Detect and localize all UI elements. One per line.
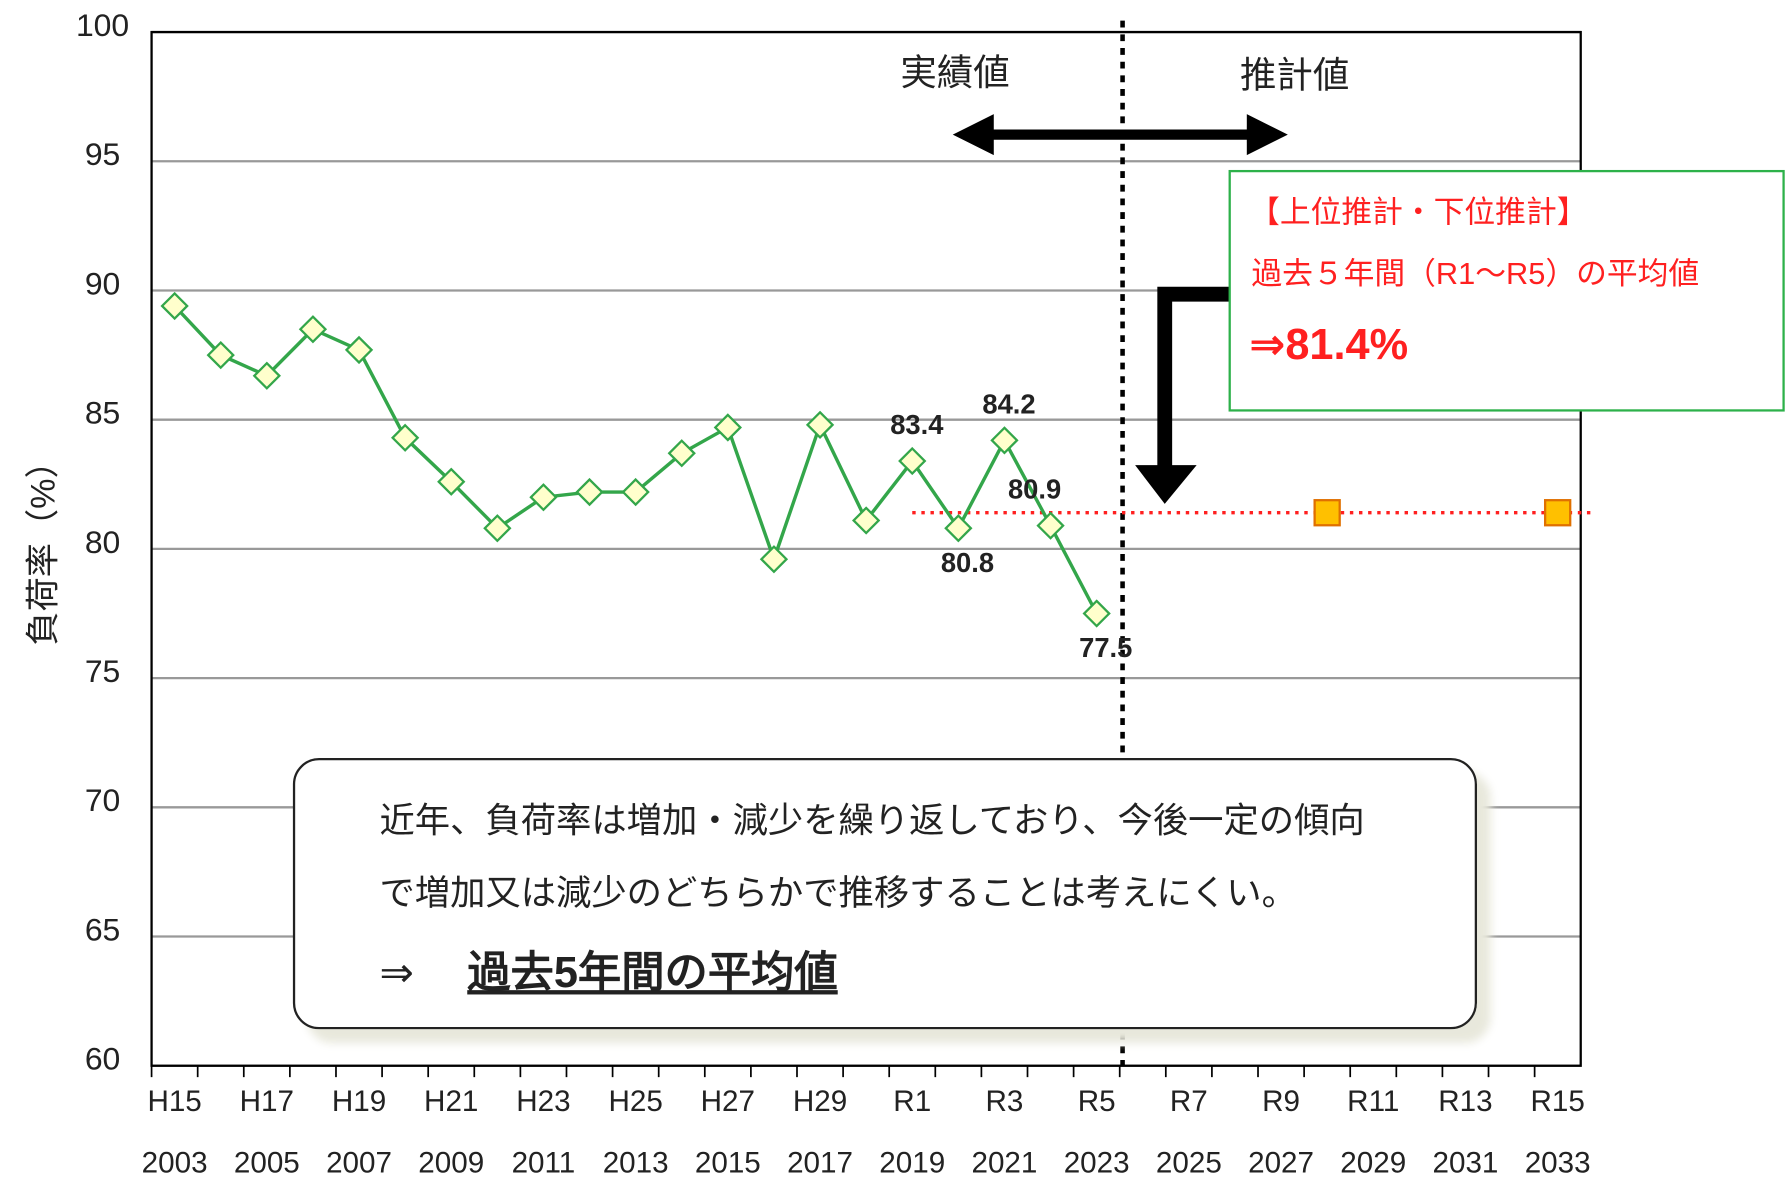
marker bbox=[667, 439, 696, 468]
marker bbox=[805, 410, 835, 440]
x-tick-label: H29 bbox=[793, 1085, 847, 1118]
x-tick-label: H17 bbox=[240, 1085, 294, 1118]
x-year-label: 2015 bbox=[695, 1147, 761, 1180]
x-tick-label: R11 bbox=[1347, 1085, 1399, 1118]
x-tick-label: R3 bbox=[986, 1085, 1024, 1118]
x-year-label: 2027 bbox=[1248, 1147, 1314, 1180]
x-tick-label: H19 bbox=[332, 1085, 386, 1118]
x-year-label: 2019 bbox=[879, 1147, 945, 1180]
data-label: 83.4 bbox=[890, 409, 944, 440]
marker bbox=[206, 340, 235, 370]
x-tick-label: R13 bbox=[1438, 1085, 1492, 1118]
x-year-label: 2013 bbox=[603, 1147, 669, 1180]
x-year-label: 2023 bbox=[1064, 1147, 1130, 1180]
x-tick-label: H15 bbox=[147, 1085, 201, 1118]
marker bbox=[851, 506, 881, 535]
y-tick-label: 65 bbox=[85, 911, 121, 947]
x-tick-label: H21 bbox=[424, 1085, 478, 1118]
x-tick-label: R7 bbox=[1170, 1085, 1208, 1118]
data-label: 77.5 bbox=[1079, 632, 1132, 663]
note-arrow: ⇒ bbox=[380, 950, 414, 996]
callout-value: ⇒81.4% bbox=[1249, 321, 1408, 369]
data-label: 80.9 bbox=[1008, 474, 1061, 505]
marker bbox=[1313, 499, 1341, 527]
y-tick-label: 70 bbox=[85, 782, 121, 818]
y-tick-label: 85 bbox=[85, 395, 121, 431]
pointer-arrow bbox=[1135, 286, 1230, 504]
marker bbox=[1543, 499, 1572, 527]
data-label: 84.2 bbox=[982, 388, 1035, 419]
marker bbox=[160, 291, 189, 321]
y-tick-label: 100 bbox=[76, 7, 129, 43]
x-year-label: 2009 bbox=[418, 1147, 484, 1180]
marker bbox=[898, 446, 927, 476]
x-tick-label: R1 bbox=[893, 1085, 931, 1118]
marker bbox=[1082, 599, 1111, 628]
data-label: 80.8 bbox=[941, 547, 994, 578]
plot-frame bbox=[150, 30, 1582, 1067]
marker bbox=[1036, 511, 1065, 540]
x-year-label: 2003 bbox=[142, 1147, 208, 1180]
x-tick-label: R5 bbox=[1078, 1085, 1116, 1118]
note-line: 近年、負荷率は増加・減少を繰り返しており、今後一定の傾向 bbox=[380, 801, 1365, 840]
x-year-label: 2029 bbox=[1340, 1147, 1406, 1180]
callout-line: 過去５年間（R1～R5）の平均値 bbox=[1251, 256, 1699, 291]
x-tick-label: R9 bbox=[1262, 1085, 1300, 1118]
y-tick-label: 90 bbox=[85, 265, 121, 301]
marker bbox=[713, 413, 742, 442]
note-conclusion: 過去5年間の平均値 bbox=[467, 949, 837, 997]
x-year-label: 2011 bbox=[512, 1147, 576, 1180]
data: 83.4 80.8 84.2 80.9 77.5 bbox=[160, 291, 1595, 663]
marker bbox=[437, 467, 466, 496]
y-tick-label: 75 bbox=[85, 653, 121, 689]
x-year-label: 2021 bbox=[971, 1147, 1037, 1180]
y-tick-label: 95 bbox=[85, 136, 121, 172]
marker bbox=[529, 483, 558, 512]
x-tick-label: R15 bbox=[1530, 1085, 1584, 1118]
marker bbox=[298, 315, 328, 344]
actual-label: 実績値 bbox=[900, 52, 1009, 93]
note-line: で増加又は減少のどちらかで推移することは考えにくい。 bbox=[380, 874, 1297, 913]
callout-title: 【上位推計・下位推計】 bbox=[1249, 195, 1587, 230]
x-year-label: 2033 bbox=[1525, 1147, 1591, 1180]
y-axis-label: 負荷率（%） bbox=[25, 444, 63, 645]
marker bbox=[483, 514, 512, 543]
callout-box bbox=[1228, 169, 1785, 412]
marker bbox=[759, 545, 789, 574]
x-tick-label: H23 bbox=[516, 1085, 570, 1118]
marker bbox=[575, 477, 604, 507]
x-tick-label: H25 bbox=[608, 1085, 662, 1118]
marker bbox=[944, 514, 973, 543]
x-year-label: 2031 bbox=[1433, 1147, 1499, 1180]
note-box bbox=[292, 758, 1478, 1030]
y-tick-label: 80 bbox=[85, 524, 121, 560]
marker bbox=[621, 477, 650, 507]
marker bbox=[390, 423, 420, 452]
marker bbox=[344, 335, 374, 365]
double-arrow bbox=[952, 114, 1288, 156]
x-tick-label: H27 bbox=[701, 1085, 755, 1118]
marker bbox=[252, 361, 281, 390]
x-year-label: 2007 bbox=[326, 1147, 392, 1180]
marker bbox=[990, 426, 1019, 455]
x-year-label: 2025 bbox=[1156, 1147, 1222, 1180]
x-year-label: 2017 bbox=[787, 1147, 853, 1180]
y-tick-label: 60 bbox=[85, 1041, 121, 1077]
x-year-label: 2005 bbox=[234, 1147, 300, 1180]
forecast-label: 推計値 bbox=[1240, 54, 1349, 95]
